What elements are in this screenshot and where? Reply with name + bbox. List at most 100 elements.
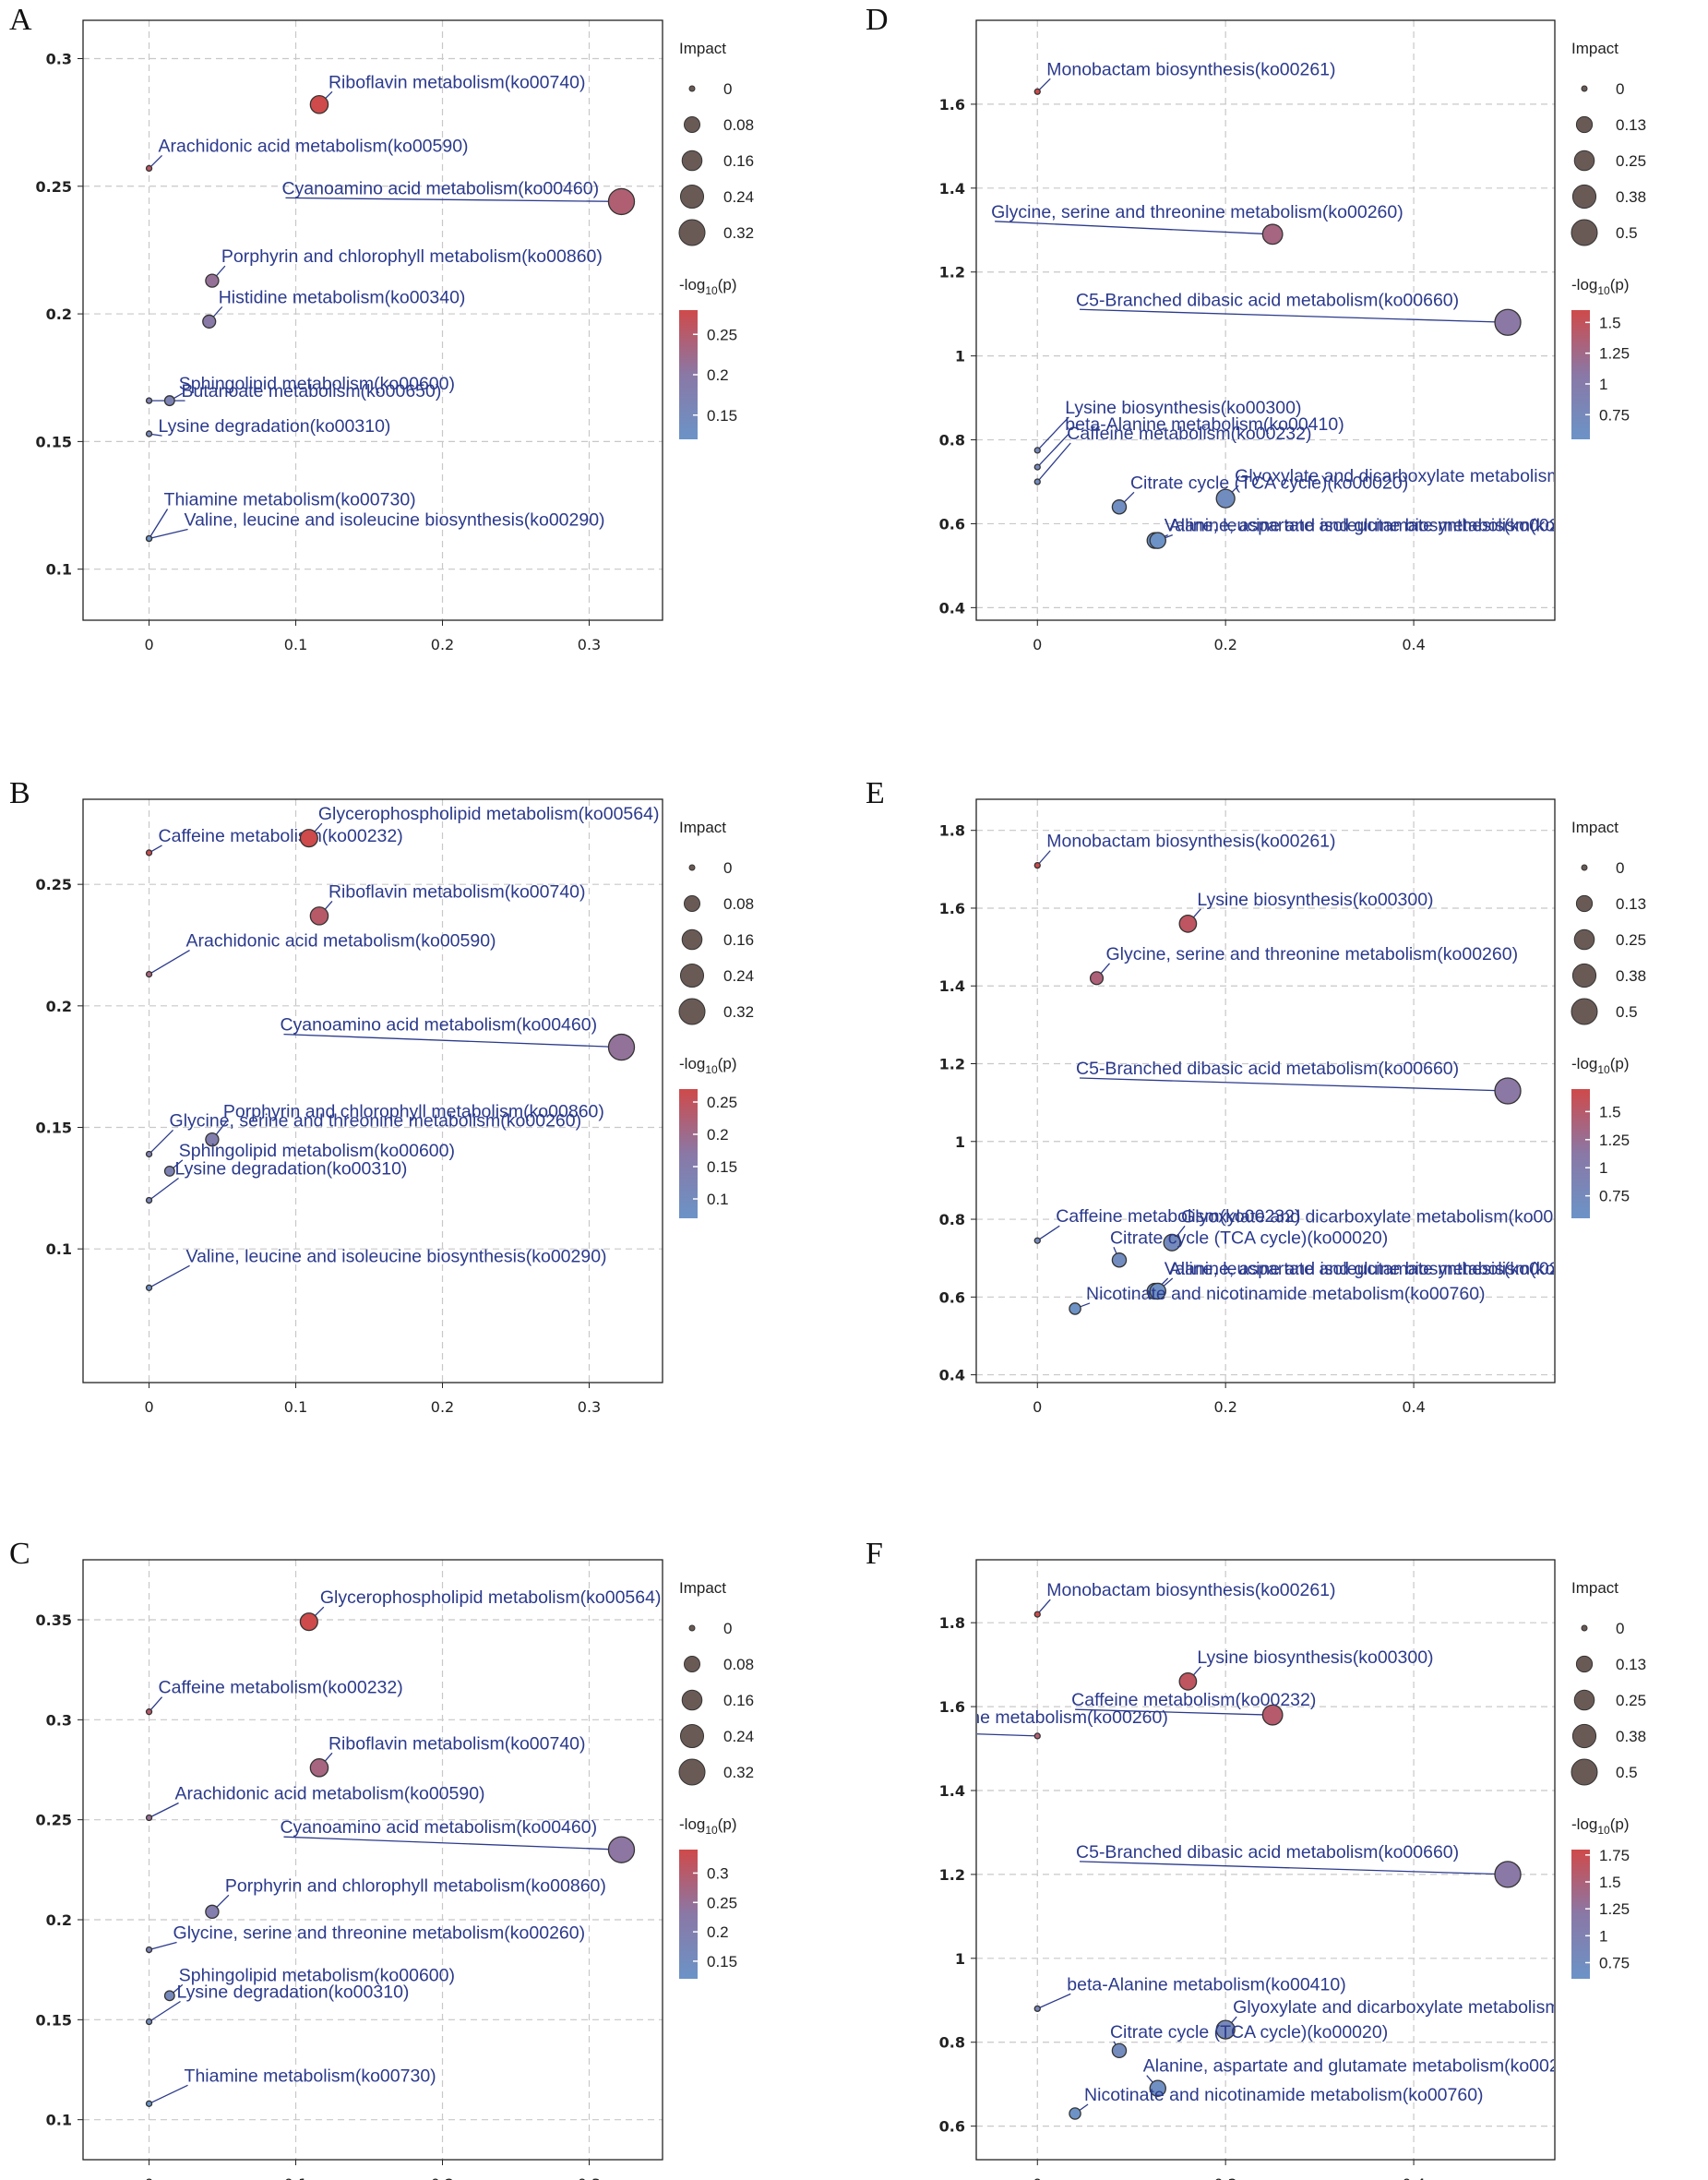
size-legend-dot	[1581, 864, 1588, 871]
pathway-label: Arachidonic acid metabolism(ko00590)	[186, 931, 496, 952]
y-tick-label: 1.6	[939, 96, 965, 114]
pathway-point	[309, 95, 329, 114]
pathway-point	[202, 314, 217, 329]
pathway-point	[1069, 2107, 1081, 2120]
color-legend-label: 0.2	[707, 1126, 729, 1144]
color-legend-title-sub: 10	[1597, 1824, 1610, 1837]
y-tick-label: 1	[955, 1133, 965, 1151]
y-tick-label: 0.25	[36, 1812, 72, 1829]
size-legend-dot	[688, 1624, 696, 1632]
size-legend-label: 0.08	[723, 895, 754, 913]
label-leader-line	[149, 1802, 179, 1819]
color-legend-title-tail: (p)	[1610, 1815, 1630, 1833]
points-layer: Riboflavin metabolism(ko00740) Arachidoni…	[145, 72, 636, 543]
y-tick-label: 0.25	[36, 178, 72, 196]
pathway-point	[205, 1132, 220, 1147]
x-tick-label: 0.1	[284, 1398, 307, 1416]
size-legend-dot	[688, 864, 696, 871]
pathway-point	[145, 970, 153, 978]
color-legend-title-tail: (p)	[1610, 1055, 1630, 1072]
x-tick-label: 0.1	[284, 636, 307, 653]
color-legend-label: 0.3	[707, 1864, 729, 1882]
y-tick-label: 0.15	[36, 1120, 72, 1137]
pathway-point	[1261, 223, 1284, 246]
pathway-label: Lysine biosynthesis(ko00300)	[1197, 890, 1433, 910]
y-tick-label: 1.6	[939, 900, 965, 917]
color-legend-title-main: -log	[1571, 1815, 1597, 1833]
pathway-point	[1163, 1233, 1181, 1252]
size-legend-dot	[1571, 1758, 1598, 1786]
pathway-point	[145, 2100, 153, 2107]
gridlines	[83, 799, 663, 1383]
size-legend-dot	[679, 184, 705, 210]
color-legend-label: 1.5	[1599, 1874, 1621, 1891]
color-legend-bar	[1571, 1850, 1590, 1979]
pathway-label: Glyoxylate and dicarboxylate metabolism(…	[1181, 1206, 1589, 1227]
size-legend-label: 0.25	[1616, 152, 1646, 170]
size-legend-label: 0.32	[723, 1764, 754, 1781]
x-tick-label: 0.2	[431, 1398, 454, 1416]
points-layer: Glycerophospholipid metabolism(ko00564) C…	[145, 1587, 661, 2107]
color-legend-title-sub: 10	[705, 284, 718, 297]
pathway-point	[1215, 2019, 1236, 2040]
pathway-label: Porphyrin and chlorophyll metabolism(ko0…	[225, 1875, 606, 1896]
pathway-label: Valine, leucine and isoleucine biosynthe…	[186, 1246, 607, 1266]
color-legend-title-tail: (p)	[1610, 276, 1630, 293]
color-legend-label: 1	[1599, 1159, 1607, 1177]
pathway-label: Riboflavin metabolism(ko00740)	[328, 72, 586, 92]
x-tick-label: 0	[144, 1398, 153, 1416]
gridlines	[83, 20, 663, 620]
pathway-label: Riboflavin metabolism(ko00740)	[328, 1733, 586, 1754]
color-legend-title-tail: (p)	[718, 1055, 737, 1072]
pathway-label: C5-Branched dibasic acid metabolism(ko00…	[1076, 1842, 1459, 1863]
pathway-label: Thiamine metabolism(ko00730)	[164, 489, 416, 509]
label-leader-line	[283, 1836, 622, 1851]
pathway-label: Glycine, serine and threonine metabolism…	[756, 1707, 1168, 1728]
y-tick-label: 0.4	[939, 599, 965, 617]
pathway-label: Riboflavin metabolism(ko00740)	[328, 881, 586, 902]
pathway-label: Porphyrin and chlorophyll metabolism(ko0…	[221, 246, 603, 267]
size-legend-dot	[1581, 85, 1588, 92]
label-leader-line	[285, 197, 622, 203]
label-leader-line	[1075, 1708, 1273, 1716]
color-legend-title-tail: (p)	[718, 276, 737, 293]
size-legend-label: 0.32	[723, 224, 754, 242]
panel-letter: B	[9, 776, 30, 810]
color-legend-title: -log10(p)	[1571, 1815, 1630, 1837]
size-legend-dot	[1573, 928, 1595, 951]
plot-frame	[82, 1559, 663, 2161]
pathway-point	[1033, 1732, 1041, 1740]
pathway-label: Monobactam biosynthesis(ko00261)	[1046, 832, 1335, 852]
plot-frame	[82, 19, 663, 621]
plot-frame	[975, 798, 1556, 1383]
size-legend-title: Impact	[679, 40, 726, 57]
x-tick-label: 0.2	[431, 2175, 454, 2180]
label-leader-line	[149, 528, 188, 540]
color-legend-title-sub: 10	[705, 1824, 718, 1837]
panel-letter: D	[866, 3, 889, 37]
size-legend-label: 0.38	[1616, 967, 1646, 985]
size-legend-dot	[684, 116, 700, 133]
label-leader-line	[148, 509, 169, 539]
y-tick-label: 1	[955, 1950, 965, 1968]
size-legend-label: 0	[1616, 859, 1624, 877]
pathway-point	[205, 1904, 220, 1920]
size-legend-dot	[678, 1758, 706, 1786]
pathway-label: Glycine, serine and threonine metabolism…	[173, 1923, 586, 1944]
size-legend-label: 0.24	[723, 1728, 754, 1745]
y-tick-label: 0.8	[939, 432, 965, 449]
y-tick-label: 1.2	[939, 1056, 965, 1073]
pathway-label: Alanine, aspartate and glutamate metabol…	[1169, 1259, 1611, 1279]
color-legend-label: 1.25	[1599, 1900, 1630, 1918]
size-legend-title: Impact	[1571, 819, 1618, 836]
pathway-point	[607, 1033, 636, 1061]
size-legend-title: Impact	[679, 1579, 726, 1597]
pathway-label: Caffeine metabolism(ko00232)	[1056, 1206, 1300, 1227]
size-legend-label: 0.16	[723, 1692, 754, 1709]
size-legend-dot	[1575, 894, 1594, 913]
pathway-label: Glyoxylate and dicarboxylate metabolism(…	[1235, 466, 1642, 486]
color-legend-title-main: -log	[1571, 276, 1597, 293]
label-leader-line	[1080, 1077, 1509, 1092]
size-legend-title: Impact	[1571, 40, 1618, 57]
size-legend-label: 0.5	[1616, 224, 1638, 242]
